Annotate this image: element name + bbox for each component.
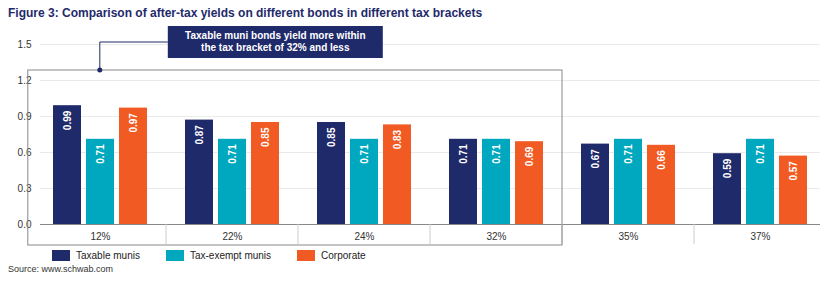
svg-text:24%: 24% — [354, 231, 374, 242]
svg-text:0.59: 0.59 — [722, 158, 733, 178]
svg-text:0.71: 0.71 — [458, 144, 469, 164]
svg-text:1.5: 1.5 — [18, 39, 32, 50]
svg-text:0.9: 0.9 — [18, 111, 32, 122]
svg-text:22%: 22% — [222, 231, 242, 242]
svg-text:0.97: 0.97 — [128, 113, 139, 133]
svg-text:0.67: 0.67 — [590, 149, 601, 169]
svg-text:0.0: 0.0 — [18, 219, 32, 230]
svg-text:0.71: 0.71 — [227, 144, 238, 164]
svg-text:0.71: 0.71 — [491, 144, 502, 164]
svg-text:0.87: 0.87 — [194, 125, 205, 145]
svg-text:0.83: 0.83 — [392, 129, 403, 149]
svg-text:0.71: 0.71 — [95, 144, 106, 164]
svg-text:0.85: 0.85 — [326, 127, 337, 147]
svg-text:0.71: 0.71 — [359, 144, 370, 164]
svg-text:37%: 37% — [750, 231, 770, 242]
svg-text:0.6: 0.6 — [18, 147, 32, 158]
html-text:Figure 3: Comparison of after-: Figure 3: Comparison of after-tax yields… — [8, 6, 483, 20]
svg-text:0.57: 0.57 — [788, 161, 799, 181]
svg-text:0.69: 0.69 — [524, 146, 535, 166]
html-text:Taxable munis: Taxable munis — [76, 249, 140, 261]
html-text:Corporate: Corporate — [321, 249, 366, 261]
svg-text:1.2: 1.2 — [18, 75, 32, 86]
svg-text:32%: 32% — [486, 231, 506, 242]
svg-text:0.66: 0.66 — [656, 150, 667, 170]
svg-text:35%: 35% — [618, 231, 638, 242]
svg-text:0.71: 0.71 — [623, 144, 634, 164]
svg-text:0.99: 0.99 — [62, 110, 73, 130]
svg-text:12%: 12% — [90, 231, 110, 242]
svg-text:0.71: 0.71 — [755, 144, 766, 164]
html-text:Tax-exempt munis: Tax-exempt munis — [189, 249, 272, 261]
svg-text:0.85: 0.85 — [260, 127, 271, 147]
html-text:Source: www.schwab.com: Source: www.schwab.com — [8, 264, 113, 274]
svg-text:0.3: 0.3 — [18, 183, 32, 194]
svg-text:Taxable muni bonds yield more: Taxable muni bonds yield more withinthe … — [185, 30, 365, 53]
